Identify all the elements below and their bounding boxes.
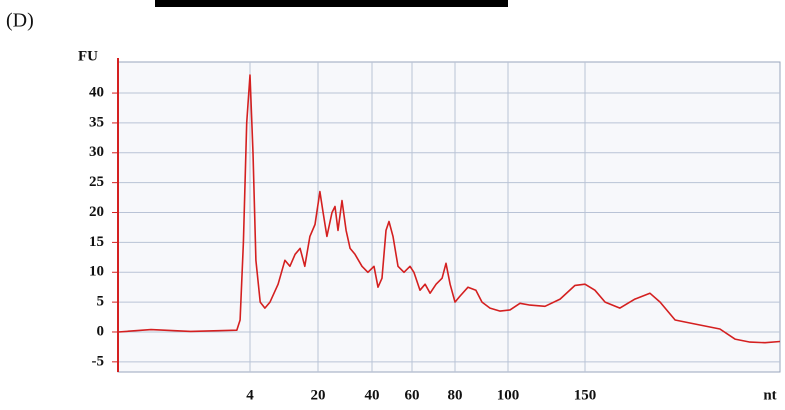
x-tick-label: 40 (365, 387, 380, 403)
y-tick-label: 30 (89, 144, 104, 160)
y-tick-label: 10 (89, 264, 104, 280)
y-axis-label: FU (78, 48, 98, 64)
y-tick-label: 35 (89, 114, 104, 130)
x-tick-label: 4 (246, 387, 254, 403)
x-tick-label: 80 (448, 387, 463, 403)
y-tick-label: 25 (89, 174, 104, 190)
y-tick-label: 40 (89, 84, 104, 100)
y-tick-label: 5 (97, 294, 105, 310)
top-bar (155, 0, 508, 7)
x-tick-label: 150 (574, 387, 597, 403)
x-tick-label: 20 (311, 387, 326, 403)
trace (117, 74, 781, 344)
y-tick-label: 15 (89, 234, 104, 250)
x-axis-label: nt (763, 387, 776, 403)
y-tick-label: 20 (89, 204, 104, 220)
x-tick-label: 100 (497, 387, 520, 403)
y-tick-label: 0 (97, 323, 105, 339)
x-tick-label: 60 (405, 387, 420, 403)
plot-area (117, 61, 781, 373)
panel-label: (D) (6, 10, 34, 32)
y-tick-label: -5 (92, 353, 105, 369)
